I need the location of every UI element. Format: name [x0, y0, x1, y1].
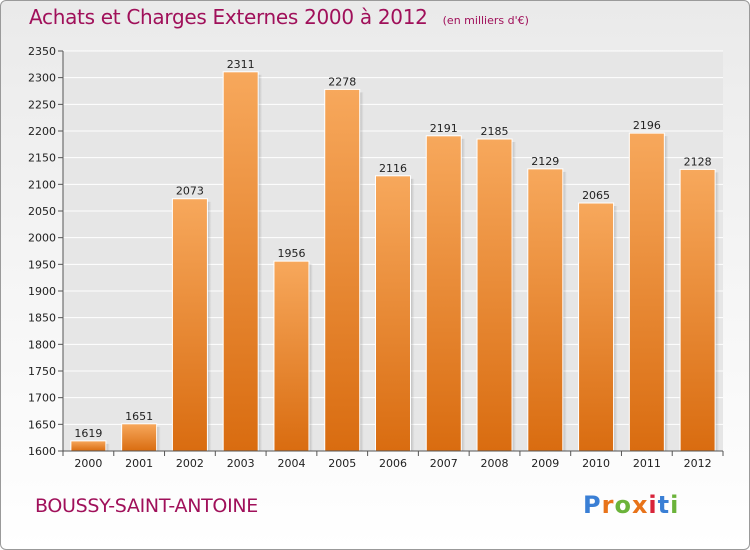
y-tick-label-2350: 2350 — [28, 45, 56, 58]
logo-letter: o — [614, 491, 632, 519]
x-tick-label-2010: 2010 — [582, 457, 610, 470]
y-tick-label-1950: 1950 — [28, 258, 56, 271]
bar-shadow-2002 — [207, 201, 212, 451]
data-label-2004: 1956 — [277, 247, 305, 260]
logo-letter: r — [601, 491, 615, 519]
bar-shadow-2011 — [664, 136, 669, 451]
logo-letter: x — [631, 491, 649, 519]
bar-2011[interactable] — [628, 132, 665, 452]
x-tick-label-2001: 2001 — [125, 457, 153, 470]
x-tick-label-2008: 2008 — [481, 457, 509, 470]
x-tick-label-2002: 2002 — [176, 457, 204, 470]
x-tick-label-2006: 2006 — [379, 457, 407, 470]
chart-title: Achats et Charges Externes 2000 à 2012 — [29, 5, 428, 29]
data-label-2010: 2065 — [582, 189, 610, 202]
bar-2004[interactable] — [273, 260, 310, 452]
data-label-2005: 2278 — [328, 75, 356, 88]
x-tick-label-2000: 2000 — [74, 457, 102, 470]
data-label-2009: 2129 — [531, 155, 559, 168]
bar-shadow-2009 — [562, 171, 567, 451]
x-tick-label-2004: 2004 — [277, 457, 305, 470]
bar-2005[interactable] — [324, 88, 361, 452]
x-axis: 2000 2001 2002 2003 2004 2005 2006 2007 2008 2009… — [62, 450, 724, 470]
bar-2008[interactable] — [476, 138, 513, 452]
data-label-2000: 1619 — [74, 427, 102, 440]
y-tick-label-2200: 2200 — [28, 125, 56, 138]
y-tick-label-1800: 1800 — [28, 338, 56, 351]
bar-2006[interactable] — [375, 175, 411, 452]
bar-2007[interactable] — [425, 135, 462, 452]
bar-shadow-2010 — [613, 206, 618, 451]
proxiti-logo[interactable]: Proxiti — [583, 491, 679, 519]
data-label-2003: 2311 — [227, 58, 255, 71]
bar-shadow-2006 — [410, 178, 415, 452]
bar-2002[interactable] — [171, 198, 208, 452]
data-label-2011: 2196 — [633, 119, 661, 132]
bars — [70, 71, 720, 452]
y-axis: 1600 1650 1700 1750 1800 1850 1900 1950 2000 2050… — [28, 45, 64, 458]
data-label-2007: 2191 — [430, 122, 458, 135]
x-tick-label-2007: 2007 — [430, 457, 458, 470]
y-tick-label-2250: 2250 — [28, 98, 56, 111]
bar-2001[interactable] — [121, 423, 158, 452]
y-tick-label-1700: 1700 — [28, 392, 56, 405]
bar-shadow-2004 — [308, 264, 313, 451]
logo-letter: t — [657, 491, 671, 519]
data-label-2001: 1651 — [125, 410, 153, 423]
logo-letter: i — [670, 491, 680, 519]
y-tick-label-1850: 1850 — [28, 312, 56, 325]
logo-letter: i — [648, 491, 658, 519]
data-labels: 1619 1651 2073 2311 1956 2278 2116 2191 2185 2129… — [74, 58, 711, 440]
bar-shadow-2005 — [359, 92, 364, 452]
logo-letter: P — [583, 491, 602, 519]
x-tick-label-2003: 2003 — [227, 457, 255, 470]
data-label-2002: 2073 — [176, 185, 204, 198]
bar-2009[interactable] — [527, 168, 564, 452]
bar-2010[interactable] — [578, 202, 615, 452]
x-tick-label-2009: 2009 — [531, 457, 559, 470]
commune-name: BOUSSY-SAINT-ANTOINE — [35, 495, 259, 517]
data-label-2008: 2185 — [481, 125, 509, 138]
y-tick-label-2000: 2000 — [28, 232, 56, 245]
chart-title-block: Achats et Charges Externes 2000 à 2012 (… — [29, 5, 529, 29]
data-label-2006: 2116 — [379, 162, 407, 175]
y-tick-label-1650: 1650 — [28, 418, 56, 431]
bar-shadow-2012 — [715, 172, 720, 451]
bar-shadow-2003 — [258, 74, 263, 452]
bar-2012[interactable] — [679, 168, 716, 452]
bar-2000[interactable] — [70, 440, 107, 452]
y-tick-label-1600: 1600 — [28, 445, 56, 458]
y-tick-label-2150: 2150 — [28, 152, 56, 165]
x-tick-label-2012: 2012 — [684, 457, 712, 470]
bar-shadow-2008 — [512, 142, 517, 451]
y-tick-label-2100: 2100 — [28, 178, 56, 191]
bar-shadow-2001 — [156, 426, 161, 451]
y-tick-label-2050: 2050 — [28, 205, 56, 218]
bar-shadow-2007 — [461, 138, 466, 452]
bar-2003[interactable] — [222, 71, 259, 452]
y-tick-label-1750: 1750 — [28, 365, 56, 378]
x-tick-label-2011: 2011 — [633, 457, 661, 470]
data-label-2012: 2128 — [684, 155, 712, 168]
y-tick-label-1900: 1900 — [28, 285, 56, 298]
y-tick-label-2300: 2300 — [28, 72, 56, 85]
x-tick-label-2005: 2005 — [328, 457, 356, 470]
bar-shadow-2000 — [105, 443, 110, 451]
chart-unit: (en milliers d'€) — [442, 14, 529, 27]
